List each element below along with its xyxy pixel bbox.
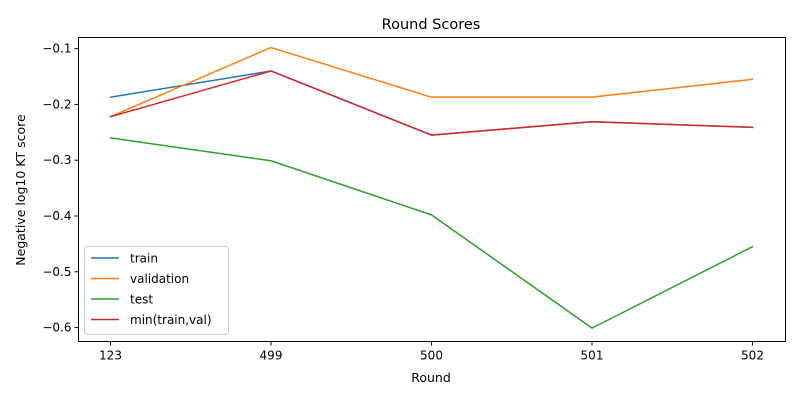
- x-tick-label: 501: [581, 349, 604, 363]
- y-tick-label: −0.5: [42, 265, 71, 279]
- y-axis: −0.1 −0.2 −0.3 −0.4 −0.5 −0.6: [42, 42, 79, 335]
- y-tick-label: −0.2: [42, 97, 71, 111]
- x-axis: 123 499 500 501 502: [99, 341, 764, 363]
- x-tick-label: 499: [260, 349, 283, 363]
- x-tick-label: 502: [741, 349, 764, 363]
- x-axis-label: Round: [411, 370, 451, 385]
- x-tick-label: 123: [99, 349, 122, 363]
- y-tick-label: −0.1: [42, 42, 71, 56]
- legend-label: test: [130, 293, 153, 307]
- chart-title: Round Scores: [382, 17, 481, 33]
- x-tick-label: 500: [420, 349, 443, 363]
- series-line-validation: [109, 46, 754, 118]
- legend-frame: [84, 246, 229, 335]
- y-tick-label: −0.6: [42, 321, 71, 335]
- y-tick-label: −0.4: [42, 209, 71, 223]
- series-line-test: [109, 137, 754, 329]
- legend: train validation test min(train,val): [84, 246, 229, 335]
- legend-label: min(train,val): [130, 313, 212, 327]
- y-tick-label: −0.3: [42, 153, 71, 167]
- series-layer: [109, 46, 754, 329]
- series-line-min-train-val: [109, 70, 754, 136]
- legend-label: train: [130, 252, 158, 266]
- legend-label: validation: [130, 272, 189, 286]
- y-axis-label: Negative log10 KT score: [13, 114, 28, 266]
